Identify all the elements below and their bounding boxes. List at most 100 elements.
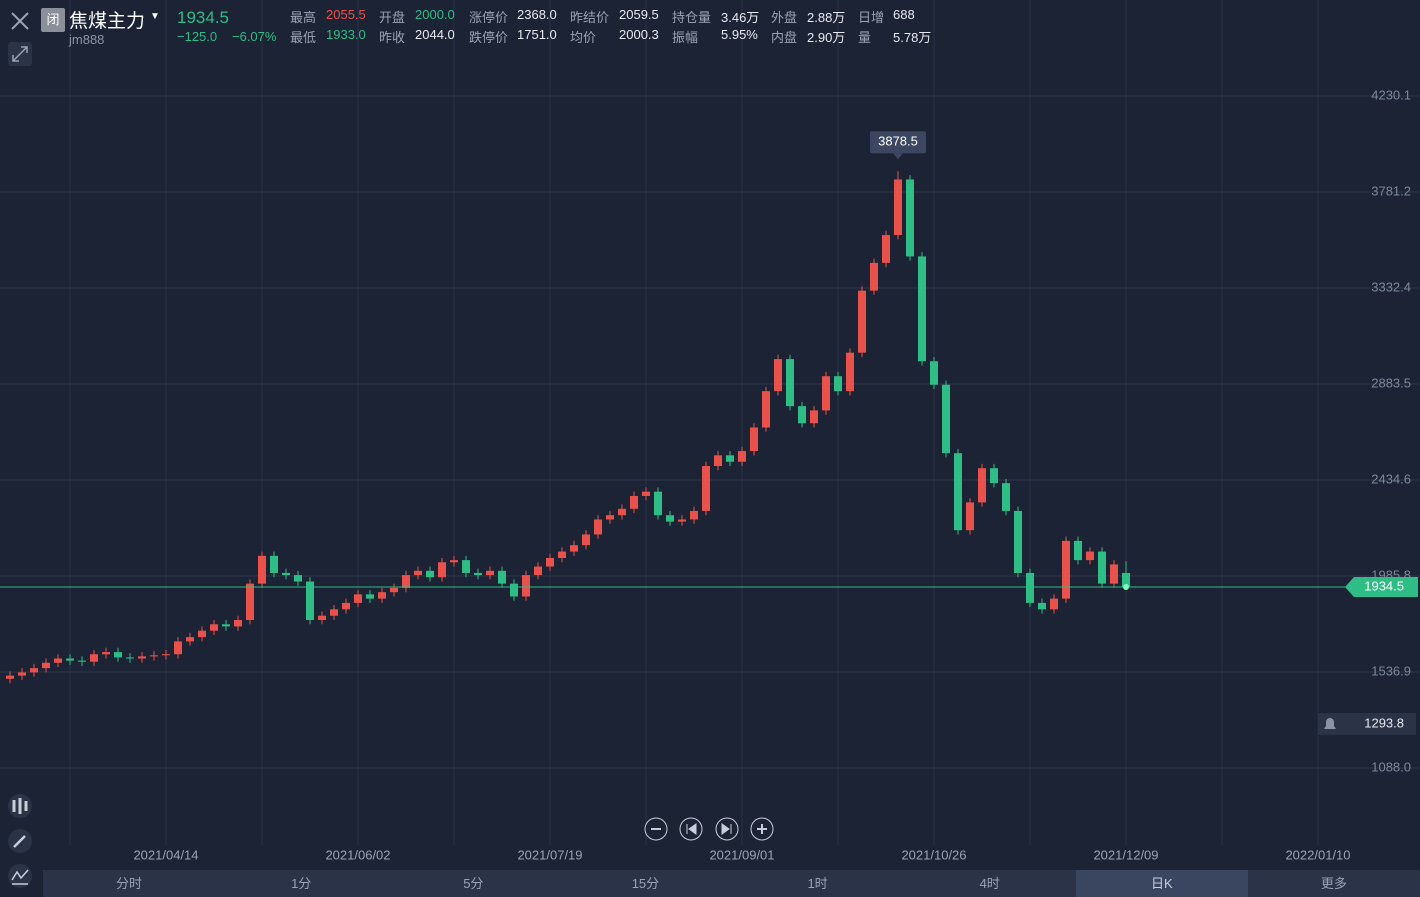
candle-body xyxy=(930,361,938,385)
stat-value: 2000.0 xyxy=(415,7,455,22)
candle-body xyxy=(18,672,26,676)
candle-body xyxy=(630,495,638,509)
indicator-button[interactable] xyxy=(8,794,32,818)
y-tick-label: 1536.9 xyxy=(1371,663,1411,678)
candle-body xyxy=(414,570,422,576)
candle-body xyxy=(78,660,86,662)
stat-label: 量 xyxy=(858,30,872,45)
tab[interactable]: 分时 xyxy=(116,876,143,891)
candle-body xyxy=(786,359,794,407)
y-tick-label: 2883.5 xyxy=(1371,375,1411,390)
candle-body xyxy=(402,575,410,588)
stat-value: 688 xyxy=(893,7,915,22)
candle-body xyxy=(966,502,974,531)
symbol-name[interactable]: 焦煤主力 xyxy=(69,11,146,32)
zoom-out-button[interactable] xyxy=(644,817,668,841)
candle-body xyxy=(246,583,254,621)
stat-value: 2055.5 xyxy=(326,7,366,22)
candle-body xyxy=(534,566,542,576)
candle-body xyxy=(102,652,110,655)
candle-body xyxy=(942,384,950,454)
candle-body xyxy=(450,560,458,563)
stat-label: 开盘 xyxy=(379,10,406,25)
stat-label: 内盘 xyxy=(771,30,798,45)
candle-body xyxy=(1086,551,1094,561)
x-tick-label: 2021/09/01 xyxy=(709,847,774,862)
stat-value: 1751.0 xyxy=(517,27,557,42)
candle-body xyxy=(558,551,566,558)
stat-label: 外盘 xyxy=(771,10,798,25)
compare-button[interactable] xyxy=(8,864,32,888)
candle-body xyxy=(1038,602,1046,610)
stat-value: 2.88万 xyxy=(807,10,846,25)
stat-value: 3.46万 xyxy=(721,10,760,25)
y-tick-label: 4230.1 xyxy=(1371,87,1411,102)
candle-body xyxy=(510,583,518,597)
candle-body xyxy=(462,560,470,573)
candle-body xyxy=(342,602,350,610)
x-tick-label: 2021/06/02 xyxy=(325,847,390,862)
high-tooltip-arrow xyxy=(893,153,903,160)
stat-value: 5.95% xyxy=(721,27,758,42)
tab[interactable]: 4时 xyxy=(979,876,1000,891)
candle-body xyxy=(114,652,122,658)
collapse-button[interactable] xyxy=(8,42,32,66)
draw-button[interactable] xyxy=(8,829,32,853)
alert-tag-bg xyxy=(1318,712,1416,735)
candle-body xyxy=(570,545,578,552)
candle-body xyxy=(834,376,842,392)
tab[interactable]: 更多 xyxy=(1320,876,1347,891)
candle-body xyxy=(318,615,326,621)
candle-body xyxy=(234,620,242,627)
candle-body xyxy=(1002,483,1010,511)
candle-body xyxy=(426,570,434,578)
candle-body xyxy=(1026,572,1034,603)
symbol-dropdown[interactable]: ▼ xyxy=(150,11,160,22)
candle-body xyxy=(738,451,746,462)
candle-body xyxy=(222,624,230,627)
candle-body xyxy=(666,515,674,522)
candle-body xyxy=(90,654,98,662)
last-price-tag-bg xyxy=(1345,576,1418,597)
candle-body xyxy=(918,256,926,362)
tab[interactable]: 1分 xyxy=(291,876,312,891)
high-tooltip-bg xyxy=(870,131,926,154)
x-tick-label: 2021/10/26 xyxy=(901,847,966,862)
candle-body xyxy=(42,662,50,669)
stat-label: 昨结价 xyxy=(570,10,610,25)
candle-body xyxy=(582,534,590,546)
candle-body xyxy=(774,359,782,392)
tab[interactable]: 日K xyxy=(1075,870,1248,897)
alert-price: 1293.8 xyxy=(1364,715,1404,730)
candle-body xyxy=(1122,572,1130,587)
x-tick-label: 2021/07/19 xyxy=(517,847,582,862)
tab[interactable]: 1时 xyxy=(807,876,828,891)
last-price: 1934.5 xyxy=(177,8,229,27)
candle-body xyxy=(294,575,302,582)
stat-value: 2059.5 xyxy=(619,7,659,22)
symbol-code: jm888 xyxy=(69,32,105,47)
close-button[interactable] xyxy=(6,8,34,34)
jump-start-button[interactable] xyxy=(679,817,703,841)
candle-body xyxy=(546,557,554,567)
candle-body xyxy=(678,519,686,522)
candle-body xyxy=(906,179,914,257)
y-tick-label: 3332.4 xyxy=(1371,279,1411,294)
candle-body xyxy=(438,562,446,578)
tab[interactable]: 15分 xyxy=(631,876,660,891)
jump-end-button[interactable] xyxy=(715,817,739,841)
candle-body xyxy=(366,594,374,599)
stat-value: 2368.0 xyxy=(517,7,557,22)
stat-value: 1933.0 xyxy=(326,27,366,42)
tab[interactable]: 5分 xyxy=(463,876,484,891)
candle-body xyxy=(486,570,494,576)
candle-body xyxy=(798,406,806,424)
stat-label: 涨停价 xyxy=(469,10,509,25)
candle-body xyxy=(54,658,62,663)
candle-body xyxy=(846,352,854,392)
zoom-in-button[interactable] xyxy=(750,817,774,841)
candle-body xyxy=(6,675,14,679)
x-tick-label: 2021/12/09 xyxy=(1093,847,1158,862)
